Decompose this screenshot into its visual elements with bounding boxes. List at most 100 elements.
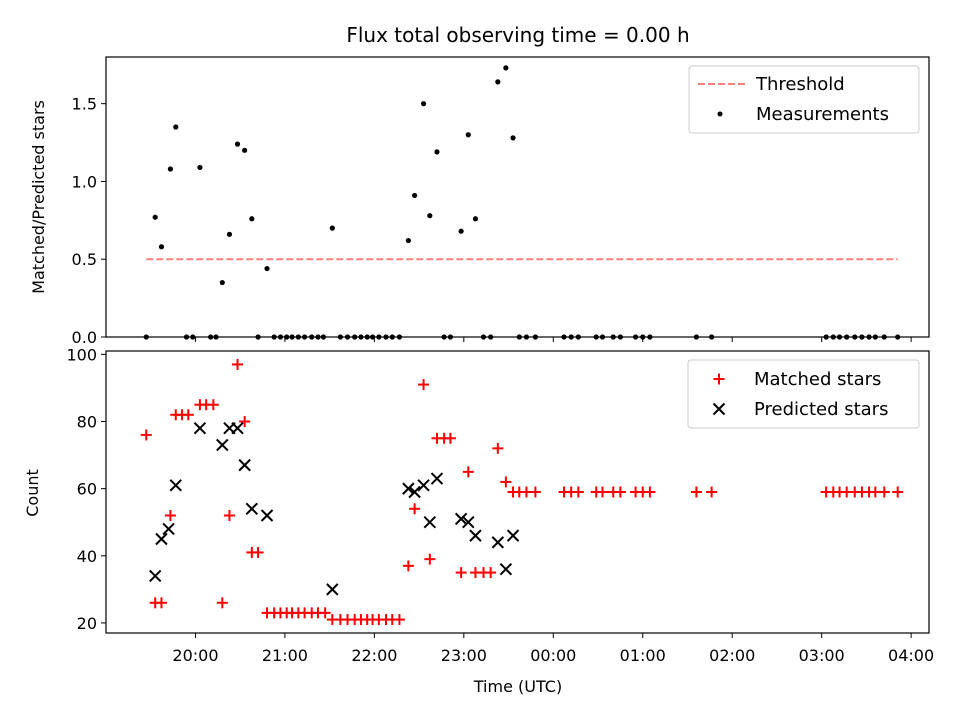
- top-panel-frame: [105, 56, 930, 338]
- measurement-point: [242, 147, 248, 153]
- top-ytick-label: 1.0: [72, 172, 97, 191]
- matched-star-point: [182, 409, 194, 421]
- top-ytick-label: 0.0: [72, 328, 97, 347]
- measurement-point: [420, 101, 427, 107]
- top-ytick-label: 0.5: [72, 250, 97, 269]
- measurement-point: [458, 228, 464, 234]
- predicted-star-point: [216, 438, 229, 452]
- matched-star-point: [393, 614, 405, 626]
- matched-star-point: [596, 486, 608, 498]
- predicted-star-point-b: [454, 512, 468, 526]
- bottom-panel-yticks: 20 40 60 80 100: [66, 345, 106, 633]
- top-panel-xticks: [194, 337, 912, 342]
- top-panel-yticks: 0.0 0.5 1.0 1.5: [72, 95, 106, 347]
- predicted-star-point-b: [245, 502, 259, 515]
- bottom-xtick-label: 03:00: [799, 646, 845, 665]
- matched-star-point: [155, 597, 167, 609]
- predicted-star-point: [260, 509, 274, 522]
- predicted-star-point-b: [260, 509, 274, 522]
- bottom-ytick-label: 80: [77, 413, 97, 432]
- predicted-star-point-b: [162, 522, 175, 536]
- measurement-point: [152, 214, 158, 220]
- top-ytick-label: 1.5: [72, 95, 97, 114]
- matched-star-point: [614, 486, 626, 498]
- measurement-point: [472, 216, 479, 222]
- predicted-star-point: [402, 482, 415, 495]
- predicted-star-point: [423, 516, 437, 529]
- matched-star-point: [418, 379, 430, 391]
- predicted-star-point: [408, 485, 421, 499]
- bottom-ytick-label: 40: [77, 547, 97, 566]
- predicted-star-point-b: [169, 479, 182, 492]
- predicted-star-point: [469, 529, 482, 542]
- measurement-point: [173, 124, 179, 130]
- matched-star-point: [164, 510, 176, 521]
- predicted-star-point-b: [238, 458, 251, 472]
- matched-star-point: [444, 432, 456, 444]
- legend-predicted-label: Predicted stars: [754, 399, 888, 420]
- predicted-star-point: [326, 583, 339, 596]
- matched-star-point: [409, 503, 421, 515]
- matched-star-point: [462, 466, 474, 478]
- predicted-star-point: [245, 502, 259, 515]
- measurement-point: [427, 213, 433, 219]
- predicted-star-point: [491, 536, 505, 549]
- bottom-xtick-label: 22:00: [351, 646, 397, 665]
- predicted-star-point: [155, 532, 168, 546]
- predicted-star-point: [238, 458, 251, 472]
- matched-star-point: [232, 358, 244, 370]
- matched-star-point: [216, 597, 228, 609]
- predicted-star-point-b: [216, 438, 229, 452]
- matched-star-point: [529, 486, 541, 498]
- predicted-star-point-b: [326, 583, 339, 596]
- measurement-point: [264, 265, 270, 272]
- bottom-xtick-label: 00:00: [530, 646, 576, 665]
- bottom-xtick-label: 23:00: [441, 646, 487, 665]
- legend-predicted-marker-b: [712, 402, 726, 416]
- bottom-legend-box: [687, 359, 920, 429]
- legend-predicted-swatch: [712, 402, 726, 416]
- measurement-point: [226, 231, 233, 237]
- predicted-star-point-b: [423, 516, 437, 529]
- predicted-star-point: [430, 472, 444, 485]
- matched-star-point: [706, 486, 718, 498]
- measurement-point: [412, 192, 418, 199]
- measurement-point: [249, 216, 255, 222]
- predicted-star-point-b: [506, 529, 520, 542]
- predicted-star-point: [162, 522, 175, 536]
- matched-star-point: [644, 486, 656, 498]
- predicted-star-point-b: [231, 422, 244, 435]
- predicted-star-point: [417, 479, 430, 492]
- legend-predicted-marker: [712, 402, 726, 416]
- measurement-point: [329, 225, 335, 231]
- matched-star-point: [140, 429, 152, 441]
- predicted-star-point: [499, 563, 513, 576]
- bottom-xtick-label: 21:00: [262, 646, 308, 665]
- matched-star-point: [485, 567, 497, 579]
- measurement-point: [405, 237, 411, 244]
- top-legend-box: [688, 65, 920, 134]
- measurement-point: [167, 166, 174, 172]
- bottom-panel-points: [140, 358, 904, 626]
- matched-star-point: [223, 510, 235, 521]
- predicted-star-point-b: [155, 532, 168, 546]
- measurement-point: [495, 79, 501, 85]
- measurement-point: [158, 244, 165, 250]
- legend-measurements-label: Measurements: [756, 104, 889, 125]
- matched-star-point: [690, 486, 702, 498]
- matched-star-point: [319, 607, 331, 619]
- predicted-star-point-b: [499, 563, 513, 576]
- predicted-star-point-b: [469, 529, 482, 542]
- matched-star-point: [572, 486, 584, 498]
- predicted-star-point-b: [402, 482, 415, 495]
- matched-star-point: [500, 476, 512, 488]
- matched-star-point: [252, 546, 264, 558]
- legend-threshold-label: Threshold: [755, 74, 845, 95]
- bottom-panel-xticks: 20:00 21:00 22:00 23:00 00:00 01:00 02:00 03:00…: [172, 633, 934, 665]
- predicted-star-point: [462, 516, 475, 529]
- predicted-star-point-b: [430, 472, 444, 485]
- legend-matched-label: Matched stars: [754, 369, 881, 390]
- bottom-ytick-label: 20: [77, 614, 97, 633]
- top-panel: Flux total observing time = 0.00 h Match…: [29, 23, 930, 347]
